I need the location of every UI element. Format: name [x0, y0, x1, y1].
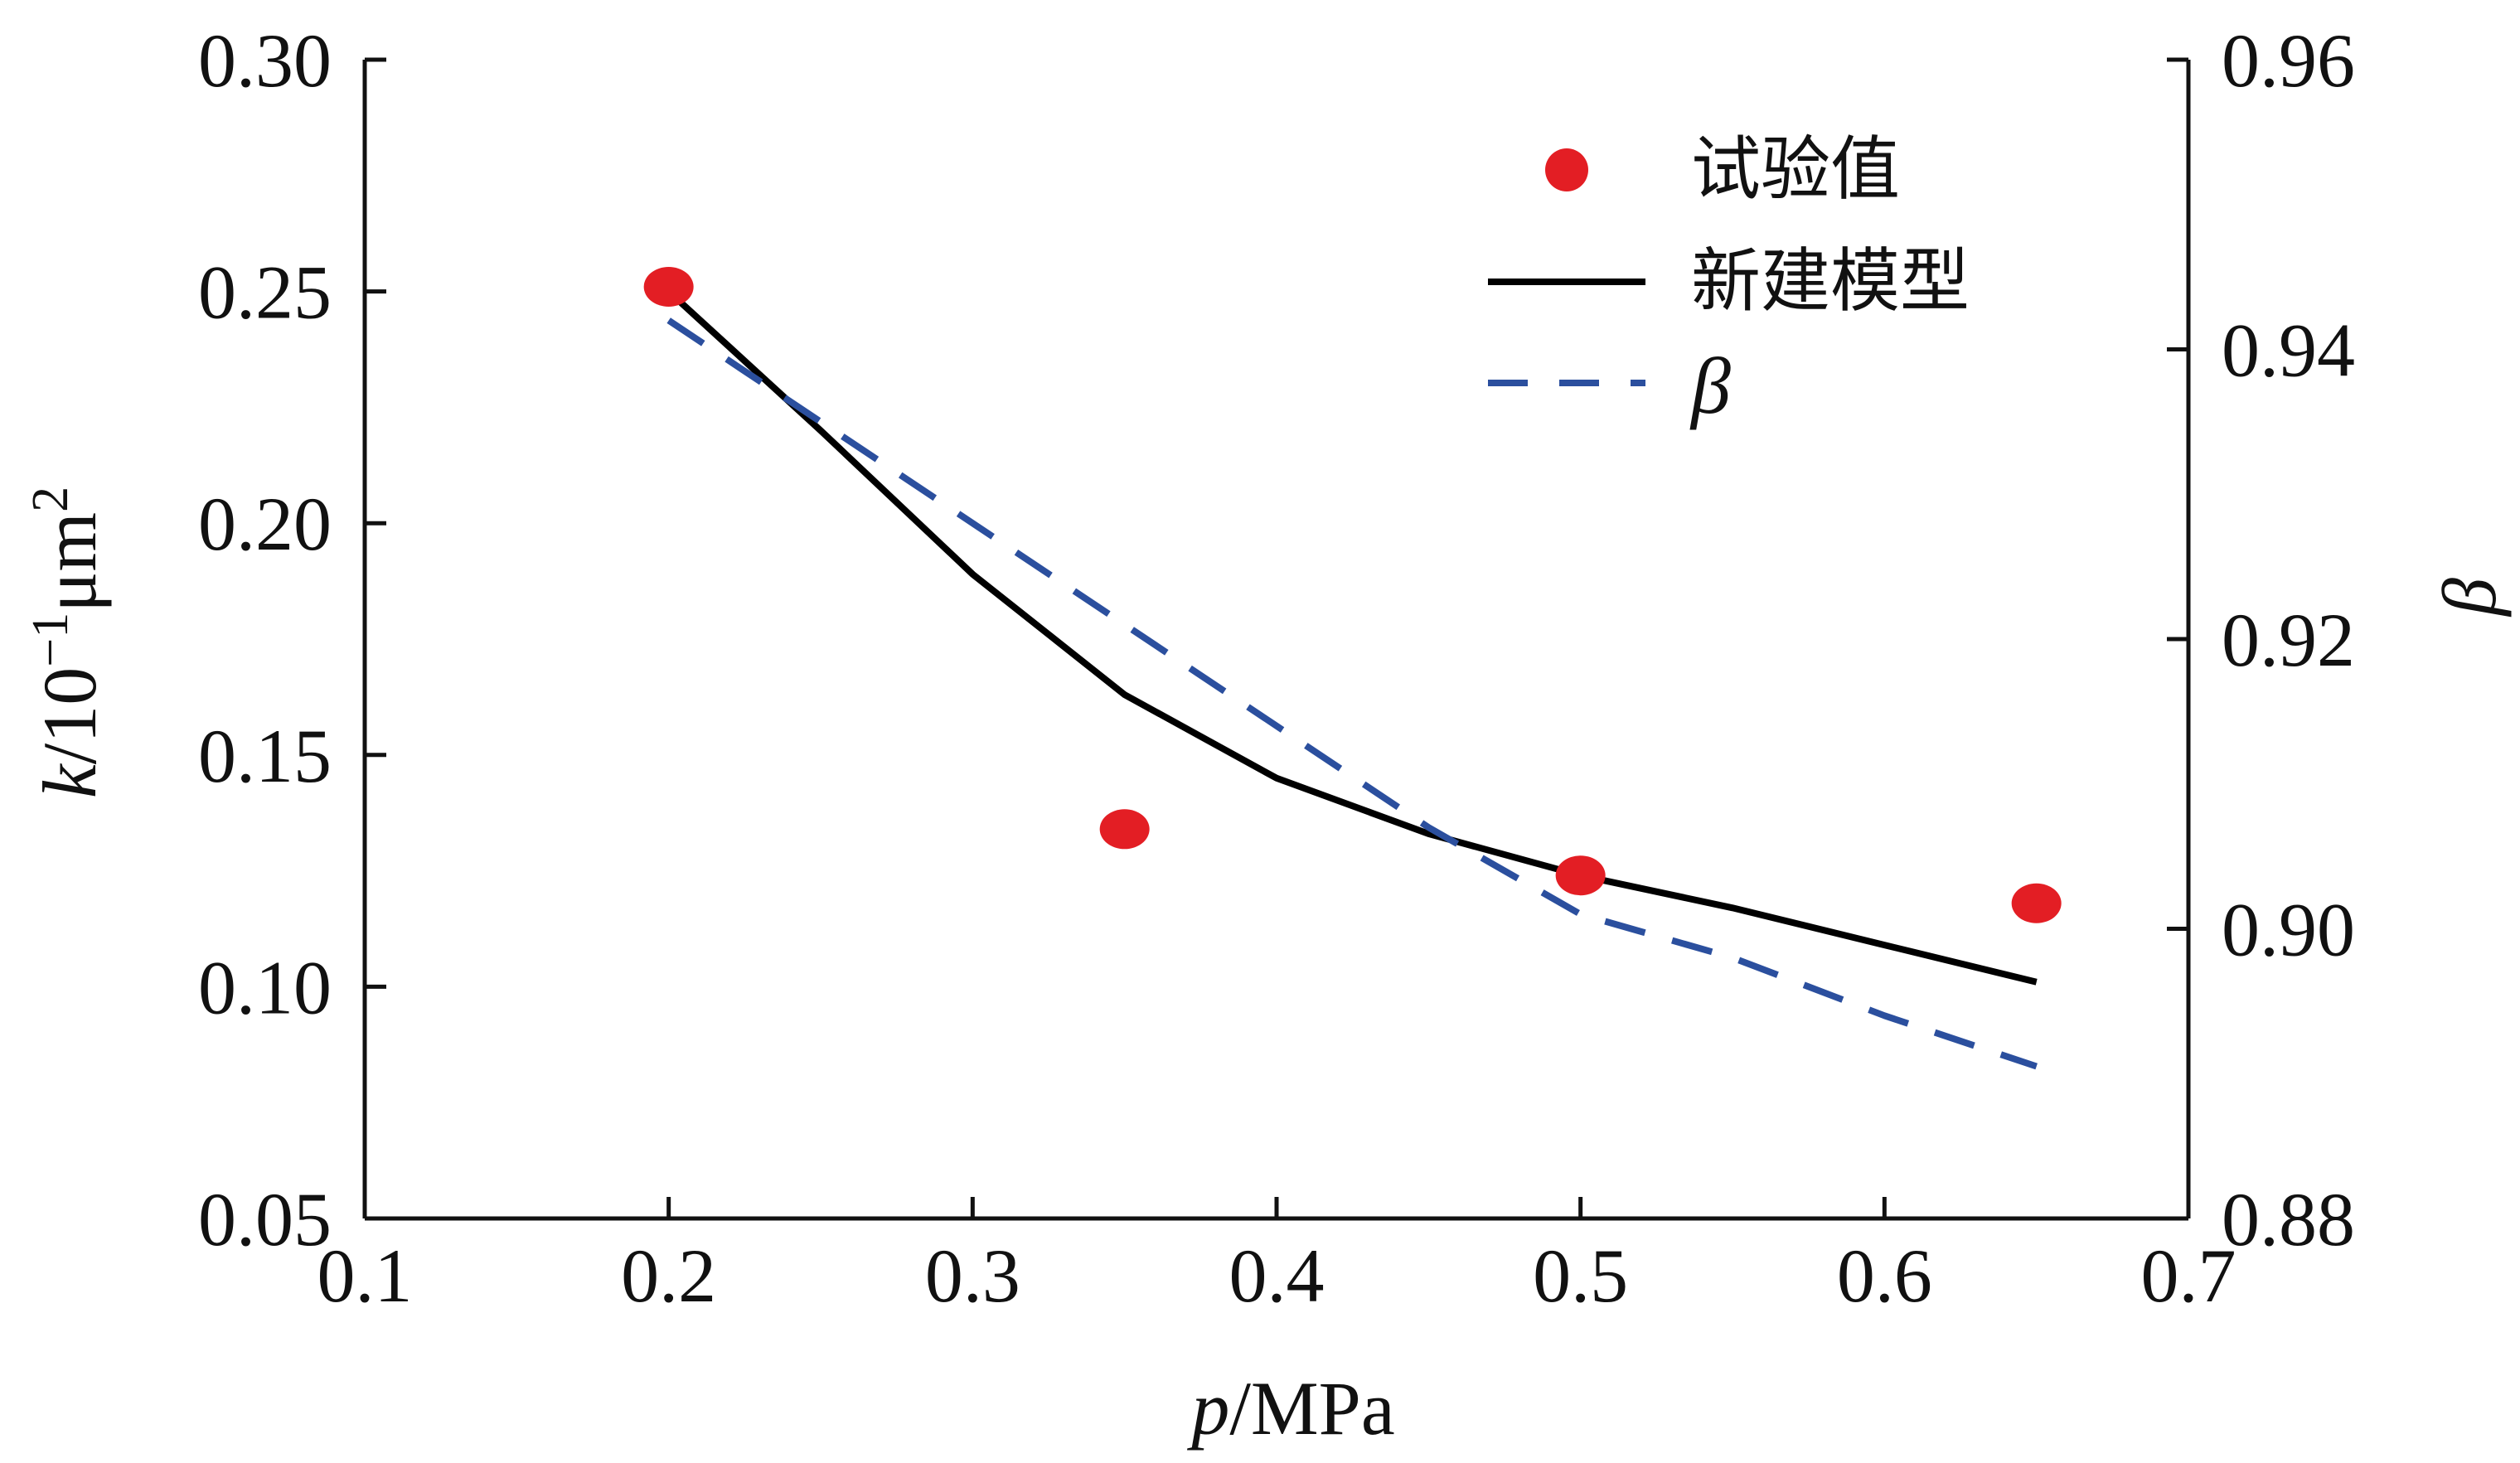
x-tick-label: 0.3 — [925, 1233, 1020, 1318]
x-axis-variable: p — [1186, 1366, 1229, 1451]
legend-label-beta: β — [1689, 342, 1731, 430]
left-y-tick-label: 0.05 — [198, 1177, 332, 1262]
series-point-experimental — [2011, 883, 2062, 923]
x-tick-label: 0.7 — [2141, 1233, 2236, 1318]
x-tick-label: 0.4 — [1229, 1233, 1325, 1318]
x-axis-unit: /MPa — [1229, 1366, 1394, 1451]
legend-label-experimental: 试验值 — [1691, 128, 1900, 210]
left-y-axis-unit-exponent: −1 — [22, 613, 79, 667]
series-line-model — [666, 288, 2038, 986]
right-y-tick-label: 0.92 — [2222, 598, 2355, 682]
right-y-tick-label: 0.88 — [2222, 1177, 2355, 1262]
x-tick-label: 0.1 — [317, 1233, 413, 1318]
left-y-tick-label: 0.15 — [198, 714, 332, 798]
series-point-experimental — [643, 267, 694, 308]
left-y-axis-unit-mid: μm — [27, 512, 112, 613]
right-y-tick-label: 0.90 — [2222, 888, 2355, 972]
right-y-axis-ticks: 0.88 0.90 0.92 0.94 0.96 — [2167, 18, 2355, 1262]
series-point-experimental — [1099, 809, 1150, 850]
x-axis-title: p/MPa — [1186, 1366, 1394, 1451]
left-y-tick-label: 0.25 — [198, 250, 332, 335]
left-y-tick-label: 0.30 — [198, 18, 332, 103]
left-y-tick-label: 0.20 — [198, 482, 332, 566]
legend-label-model: 新建模型 — [1691, 240, 1970, 322]
plot-frame — [362, 60, 2191, 1221]
series-line-beta — [666, 317, 2038, 1070]
x-tick-label: 0.2 — [621, 1233, 716, 1318]
series-layer — [643, 267, 2062, 1070]
series-point-experimental — [1555, 855, 1606, 896]
legend-marker-experimental — [1545, 148, 1588, 191]
x-axis-ticks: 0.1 0.2 0.3 0.4 0.5 0.6 0.7 — [317, 1197, 2236, 1318]
legend: 试验值 新建模型 β — [1488, 128, 1970, 430]
right-y-tick-label: 0.94 — [2222, 308, 2355, 393]
right-y-tick-label: 0.96 — [2222, 18, 2355, 103]
right-y-axis-title: β — [2427, 578, 2512, 618]
left-y-axis-variable: k — [27, 763, 112, 798]
x-tick-label: 0.5 — [1533, 1233, 1628, 1318]
left-y-axis-unit-base: /10 — [27, 667, 112, 765]
left-y-axis-ticks: 0.05 0.10 0.15 0.20 0.25 0.30 — [198, 18, 386, 1262]
left-y-tick-label: 0.10 — [198, 945, 332, 1029]
left-y-axis-unit-exponent2: 2 — [22, 487, 79, 512]
x-tick-label: 0.6 — [1837, 1233, 1932, 1318]
left-y-axis-title: k/10−1μm2 — [22, 487, 112, 798]
